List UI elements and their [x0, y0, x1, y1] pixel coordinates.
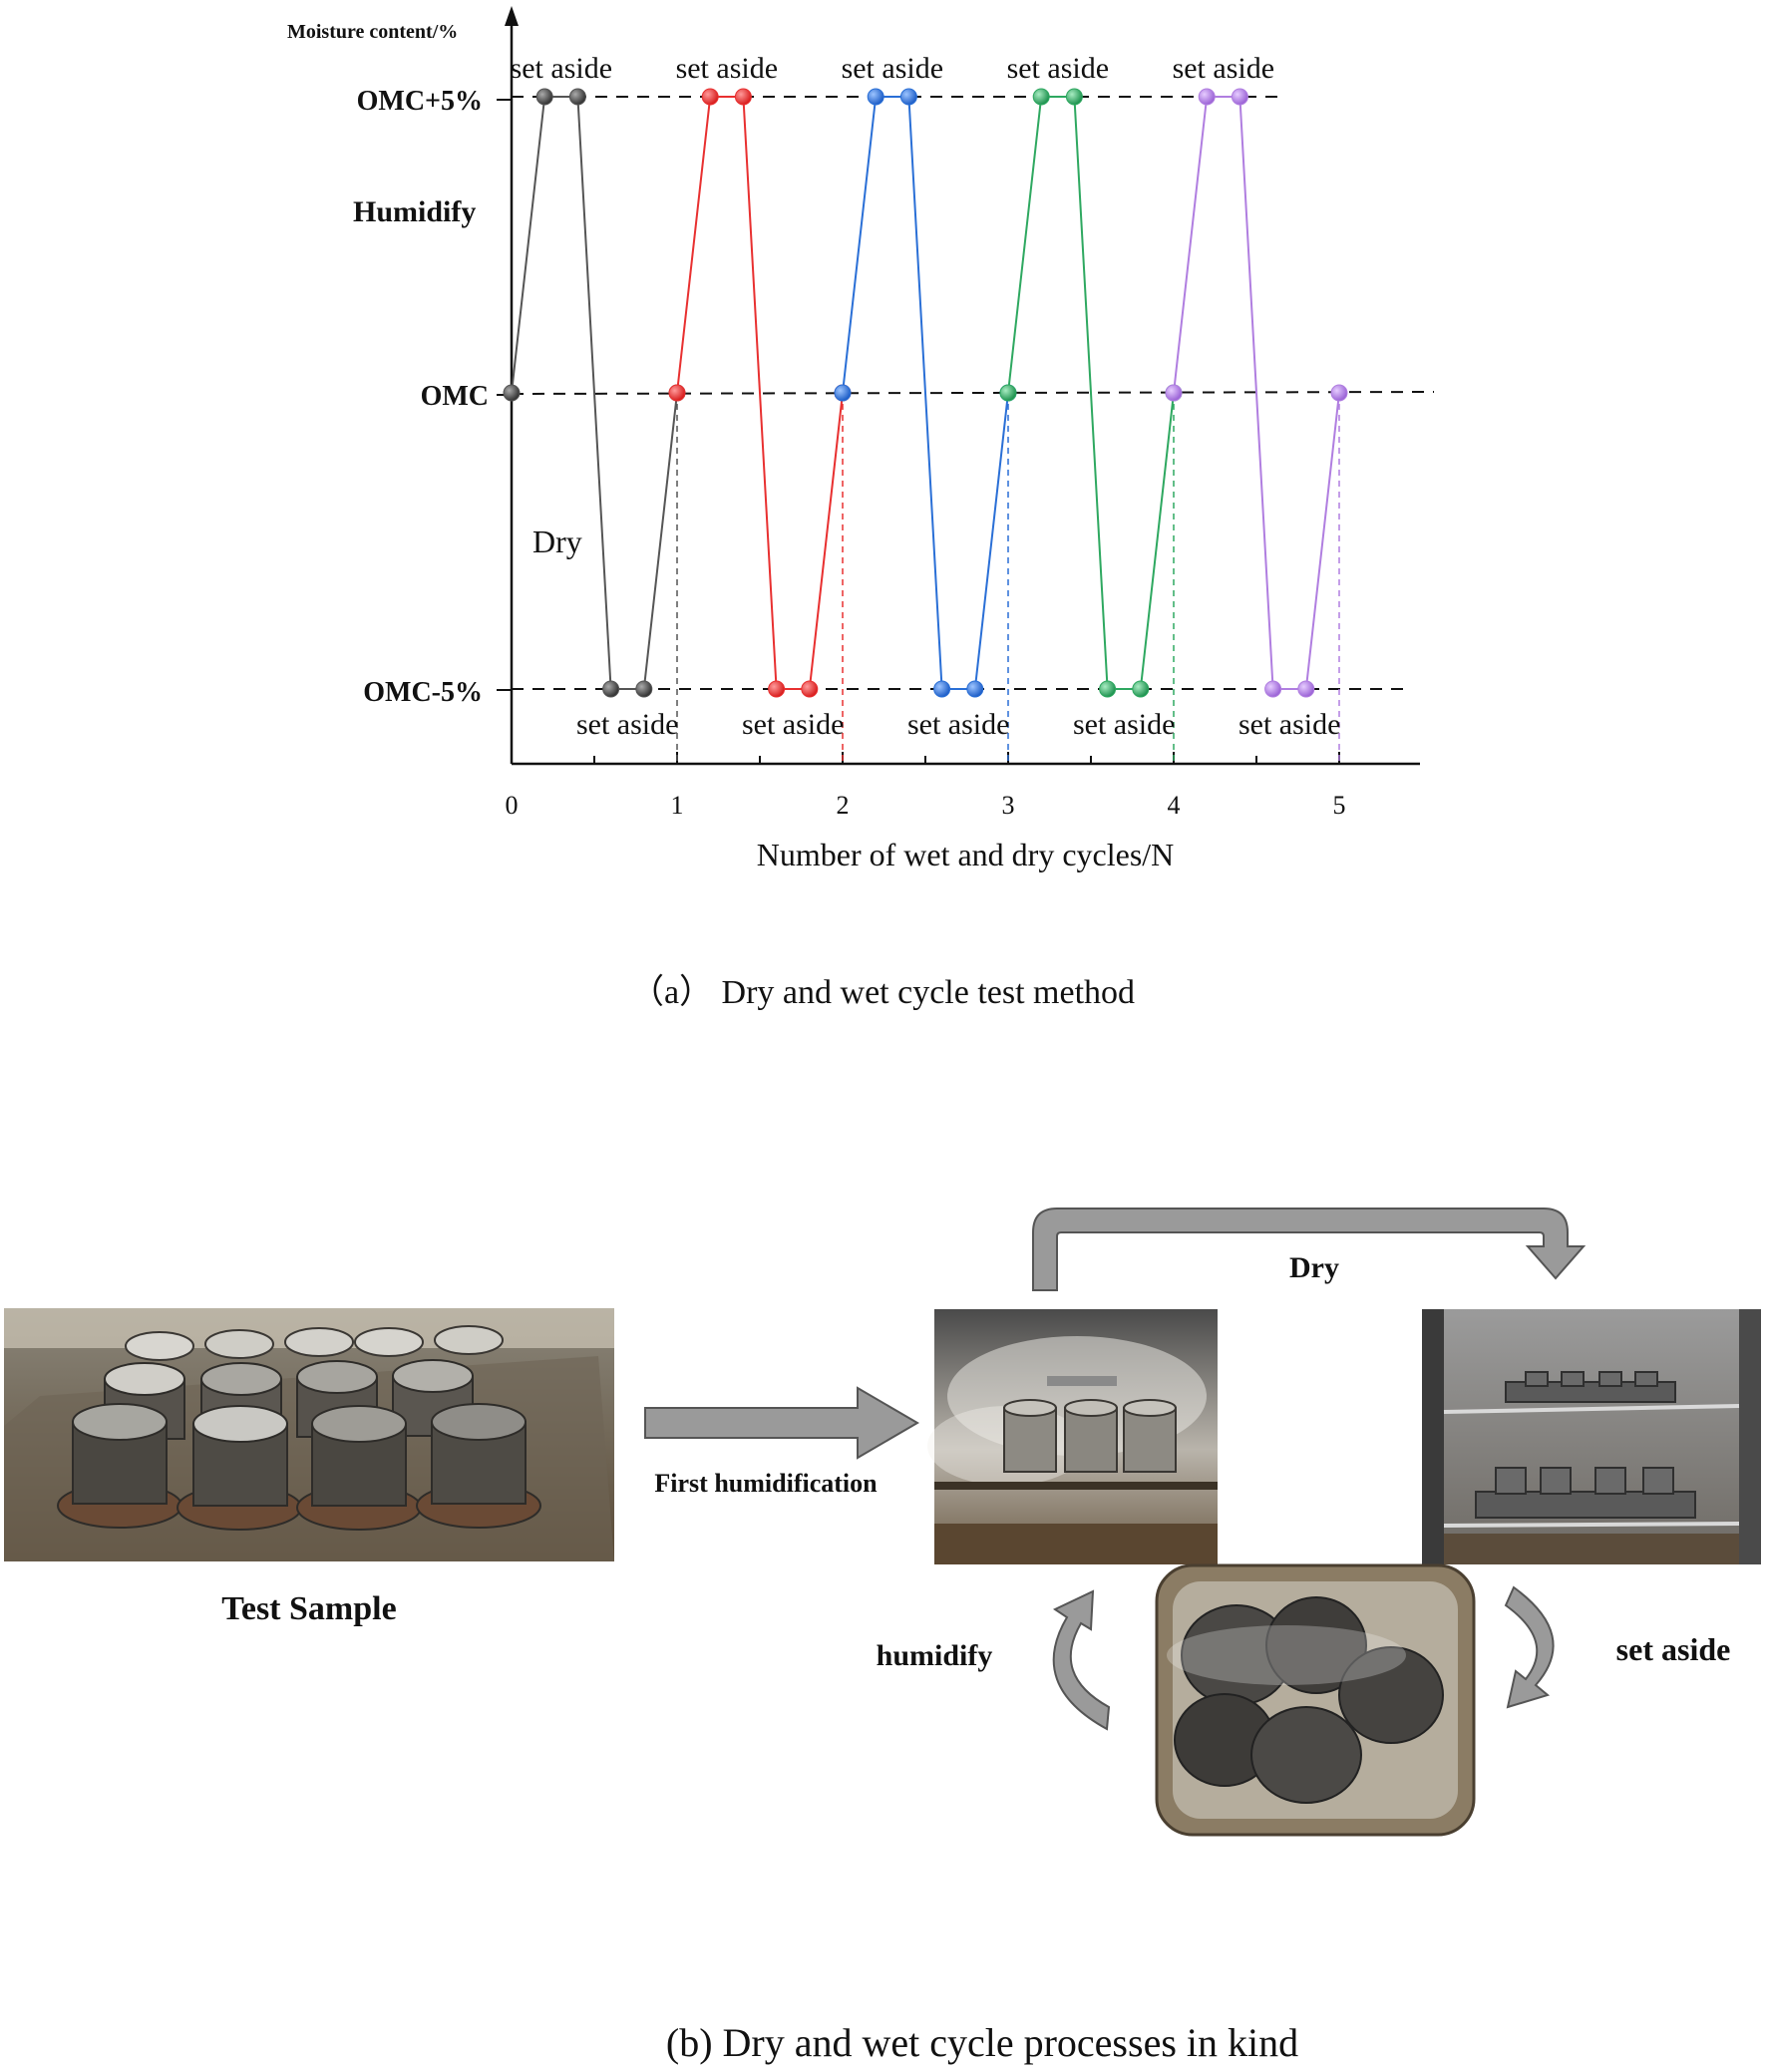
data-point — [999, 384, 1017, 402]
set-aside-label: set aside — [1073, 708, 1175, 741]
test-sample-label: Test Sample — [221, 1590, 396, 1627]
data-point — [503, 384, 521, 402]
x-tick-label: 5 — [1333, 791, 1346, 820]
set-aside-labels-bottom: set aside set aside set aside set aside set … — [576, 708, 1340, 741]
data-point — [966, 680, 984, 698]
series-line — [511, 96, 678, 690]
y-level-omc-plus-5: OMC+5% — [357, 86, 483, 117]
dry-process-label: Dry — [1289, 1251, 1339, 1284]
set-aside-label: set aside — [1238, 708, 1340, 741]
humidify-label: Humidify — [353, 195, 476, 228]
set-aside-label: set aside — [1173, 52, 1274, 85]
series-line — [1173, 96, 1340, 690]
series-group — [503, 88, 1348, 698]
set-aside-labels-top: set aside set aside set aside set aside set … — [511, 52, 1274, 85]
caption-b: (b) Dry and wet cycle processes in kind — [666, 2020, 1298, 2065]
humidification-chamber-photo — [927, 1309, 1218, 1564]
y-axis-label: Moisture content/% — [287, 21, 458, 43]
data-point — [1032, 88, 1050, 106]
data-point — [535, 88, 553, 106]
data-point — [899, 88, 917, 106]
dry-label: Dry — [532, 523, 582, 559]
data-point — [734, 88, 752, 106]
data-point — [1065, 88, 1083, 106]
x-tick-label: 3 — [1002, 791, 1015, 820]
data-point — [1297, 680, 1315, 698]
set-aside-label: set aside — [742, 708, 844, 741]
y-level-omc-minus-5: OMC-5% — [363, 677, 483, 708]
dry-arrow-icon — [1032, 1208, 1587, 1291]
set-aside-process-label: set aside — [1616, 1631, 1731, 1667]
set-aside-arrow-icon — [1504, 1585, 1555, 1709]
set-aside-label: set aside — [511, 52, 612, 85]
sealed-container-photo — [1155, 1563, 1476, 1837]
set-aside-label: set aside — [676, 52, 778, 85]
y-level-omc: OMC — [421, 381, 489, 412]
set-aside-label: set aside — [1007, 52, 1109, 85]
drying-oven-photo — [1422, 1309, 1761, 1564]
x-tick-label: 4 — [1168, 791, 1181, 820]
x-axis-ticks: 0 1 2 3 4 5 — [506, 752, 1346, 820]
series-line — [1007, 96, 1175, 690]
data-point — [602, 680, 620, 698]
set-aside-label: set aside — [842, 52, 943, 85]
series-line — [676, 96, 844, 690]
data-point — [801, 680, 819, 698]
x-tick-label: 2 — [837, 791, 850, 820]
x-axis-label: Number of wet and dry cycles/N — [757, 837, 1175, 872]
process-diagram: Test Sample First humidification Dry — [4, 1208, 1761, 2065]
data-point — [834, 384, 852, 402]
x-tick-label: 0 — [506, 791, 519, 820]
set-aside-label: set aside — [907, 708, 1009, 741]
data-point — [1231, 88, 1248, 106]
cycle-guide-lines — [676, 393, 1340, 764]
caption-a: （a） Dry and wet cycle test method — [630, 973, 1135, 1011]
data-point — [568, 88, 586, 106]
y-axis-arrow-icon — [505, 6, 519, 26]
data-point — [1099, 680, 1117, 698]
data-point — [635, 680, 653, 698]
first-humidification-label: First humidification — [654, 1469, 878, 1498]
series-line — [842, 96, 1009, 690]
data-point — [701, 88, 719, 106]
humidify-process-label: humidify — [877, 1639, 993, 1672]
data-point — [1330, 384, 1348, 402]
data-point — [1132, 680, 1150, 698]
set-aside-label: set aside — [576, 708, 678, 741]
chart-a: 0 1 2 3 4 5 Moisture content/% OMC+5% OMC OMC… — [287, 6, 1435, 1011]
data-point — [668, 384, 686, 402]
data-point — [1264, 680, 1282, 698]
data-point — [933, 680, 951, 698]
first-humidification-arrow-icon — [644, 1386, 919, 1460]
humidify-arrow-icon — [1052, 1589, 1111, 1731]
data-point — [768, 680, 786, 698]
ref-line-mid — [511, 391, 1435, 395]
data-point — [867, 88, 884, 106]
data-point — [1198, 88, 1216, 106]
x-tick-label: 1 — [671, 791, 684, 820]
data-point — [1165, 384, 1183, 402]
test-sample-photo — [4, 1308, 614, 1561]
